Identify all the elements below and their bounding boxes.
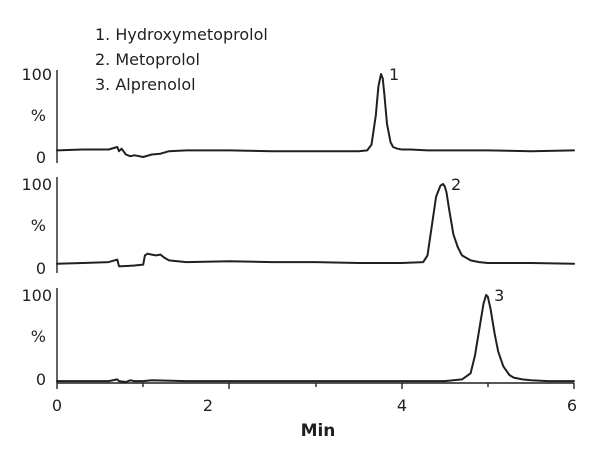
legend: 1. Hydroxymetoprolol 2. Metoprolol 3. Al… (95, 25, 268, 94)
legend-entry-1: 1. Hydroxymetoprolol (95, 25, 268, 44)
panel-3: 100 % 0 3 (21, 286, 575, 389)
x-axis-title: Min (301, 421, 336, 441)
panel-1-peak-label: 1 (389, 65, 399, 84)
panel-1: 100 % 0 1 (21, 65, 575, 167)
legend-entry-3: 3. Alprenolol (95, 75, 196, 94)
panel-2-trace (56, 183, 575, 268)
panel-2: 100 % 0 2 (21, 175, 575, 278)
panel-3-trace (56, 294, 575, 383)
panel-2-y-tick-100: 100 (21, 175, 52, 194)
x-tick-label-0: 0 (52, 396, 62, 415)
panel-1-y-tick-100: 100 (21, 65, 52, 84)
panel-1-y-tick-0: 0 (36, 148, 46, 167)
panel-2-peak-label: 2 (451, 175, 461, 194)
x-tick-label-2: 2 (203, 396, 213, 415)
panel-3-y-tick-0: 0 (36, 370, 46, 389)
legend-entry-2: 2. Metoprolol (95, 50, 200, 69)
panel-3-y-tick-100: 100 (21, 286, 52, 305)
x-tick-label-6: 6 (567, 396, 577, 415)
panel-2-y-tick-unit: % (31, 216, 46, 235)
panel-3-y-tick-unit: % (31, 327, 46, 346)
panel-1-trace (56, 73, 575, 158)
x-tick-label-4: 4 (397, 396, 407, 415)
x-axis: 0 2 4 6 Min (52, 382, 577, 441)
panel-3-peak-label: 3 (494, 286, 504, 305)
panel-2-y-tick-0: 0 (36, 259, 46, 278)
panel-1-y-tick-unit: % (31, 106, 46, 125)
